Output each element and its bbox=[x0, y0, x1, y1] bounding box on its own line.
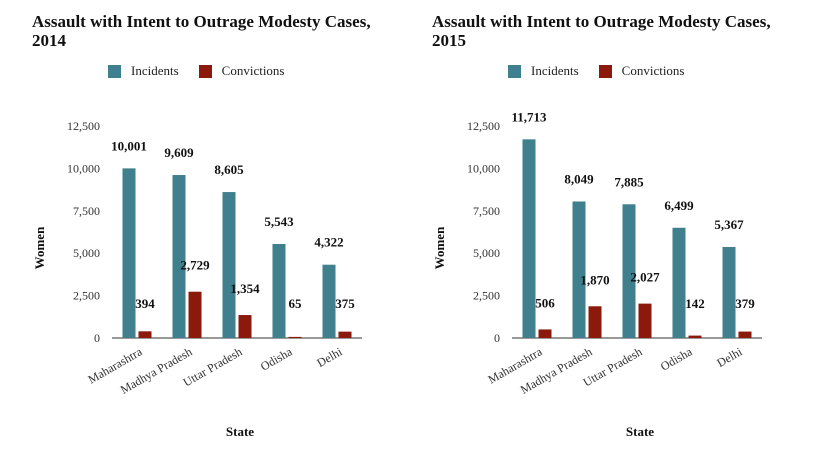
y-tick-label: 0 bbox=[94, 331, 100, 345]
bar-incidents bbox=[222, 192, 236, 338]
x-axis-title: State bbox=[626, 424, 654, 439]
data-label-incidents: 8,049 bbox=[564, 171, 594, 186]
bar-convictions bbox=[238, 315, 252, 338]
y-tick-label: 7,500 bbox=[73, 204, 100, 218]
bar-convictions bbox=[538, 329, 552, 338]
data-label-incidents: 8,605 bbox=[214, 162, 244, 177]
x-tick-label: Odisha bbox=[658, 344, 695, 373]
data-label-incidents: 11,713 bbox=[511, 109, 547, 124]
y-tick-label: 2,500 bbox=[73, 289, 100, 303]
y-tick-label: 5,000 bbox=[73, 246, 100, 260]
legend-swatch-incidents bbox=[508, 64, 521, 78]
bar-chart-plot: 02,5005,0007,50010,00012,50011,713506Mah… bbox=[432, 109, 762, 439]
y-tick-label: 7,500 bbox=[473, 204, 500, 218]
bar-incidents bbox=[122, 168, 136, 338]
y-tick-label: 12,500 bbox=[467, 119, 500, 133]
chart-title: Assault with Intent to Outrage Modesty C… bbox=[32, 12, 371, 50]
data-label-incidents: 9,609 bbox=[164, 145, 194, 160]
legend-label-incidents: Incidents bbox=[131, 63, 179, 78]
bar-incidents bbox=[572, 201, 586, 338]
data-label-incidents: 5,543 bbox=[264, 214, 294, 229]
y-axis-title: Women bbox=[32, 226, 47, 269]
legend-item-incidents: Incidents bbox=[108, 63, 179, 79]
data-label-convictions: 65 bbox=[289, 296, 303, 311]
data-label-convictions: 1,870 bbox=[580, 272, 609, 287]
bar-convictions bbox=[338, 331, 352, 338]
chart-2015: Assault with Intent to Outrage Modesty C… bbox=[400, 0, 800, 453]
legend-item-incidents: Incidents bbox=[508, 63, 579, 79]
data-label-convictions: 142 bbox=[685, 296, 705, 311]
data-label-convictions: 506 bbox=[535, 295, 555, 310]
data-label-incidents: 4,322 bbox=[314, 235, 343, 250]
y-tick-label: 12,500 bbox=[67, 119, 100, 133]
y-tick-label: 10,000 bbox=[67, 161, 100, 175]
bar-incidents bbox=[272, 243, 286, 338]
data-label-convictions: 2,729 bbox=[180, 258, 210, 273]
data-label-convictions: 1,354 bbox=[230, 281, 260, 296]
bar-convictions bbox=[738, 331, 752, 338]
legend-swatch-convictions bbox=[598, 64, 612, 78]
data-label-incidents: 6,499 bbox=[664, 198, 694, 213]
legend-swatch-convictions bbox=[198, 64, 212, 78]
bar-convictions bbox=[188, 291, 202, 338]
data-label-convictions: 379 bbox=[735, 296, 755, 311]
y-axis-title: Women bbox=[432, 226, 447, 269]
data-label-incidents: 5,367 bbox=[714, 217, 744, 232]
legend-label-convictions: Convictions bbox=[621, 63, 685, 78]
legend: Incidents Convictions bbox=[508, 62, 705, 80]
bar-incidents bbox=[322, 264, 336, 338]
bar-incidents bbox=[672, 227, 686, 338]
bar-convictions bbox=[138, 331, 152, 338]
bar-convictions bbox=[638, 303, 652, 338]
data-label-incidents: 10,001 bbox=[111, 138, 147, 153]
y-tick-label: 10,000 bbox=[467, 161, 500, 175]
data-label-convictions: 394 bbox=[135, 296, 155, 311]
legend-item-convictions: Convictions bbox=[198, 63, 285, 79]
x-tick-label: Delhi bbox=[714, 344, 745, 370]
legend-swatch-incidents bbox=[108, 64, 121, 78]
y-tick-label: 0 bbox=[494, 331, 500, 345]
bar-convictions bbox=[688, 335, 702, 338]
y-tick-label: 2,500 bbox=[473, 289, 500, 303]
data-label-convictions: 375 bbox=[335, 296, 355, 311]
data-label-incidents: 7,885 bbox=[614, 174, 644, 189]
bar-incidents bbox=[722, 246, 736, 338]
bar-incidents bbox=[622, 204, 636, 338]
y-tick-label: 5,000 bbox=[473, 246, 500, 260]
chart-title: Assault with Intent to Outrage Modesty C… bbox=[432, 12, 771, 50]
bar-incidents bbox=[172, 175, 186, 338]
legend: Incidents Convictions bbox=[108, 62, 305, 80]
legend-label-incidents: Incidents bbox=[531, 63, 579, 78]
data-label-convictions: 2,027 bbox=[630, 270, 660, 285]
bar-incidents bbox=[522, 139, 536, 338]
chart-2014: Assault with Intent to Outrage Modesty C… bbox=[0, 0, 400, 453]
legend-item-convictions: Convictions bbox=[598, 63, 685, 79]
bar-chart-plot: 02,5005,0007,50010,00012,50010,001394Mah… bbox=[32, 119, 362, 439]
bar-convictions bbox=[288, 336, 302, 338]
x-axis-title: State bbox=[226, 424, 254, 439]
bar-convictions bbox=[588, 306, 602, 338]
x-tick-label: Delhi bbox=[314, 344, 345, 370]
x-tick-label: Odisha bbox=[258, 344, 295, 373]
legend-label-convictions: Convictions bbox=[221, 63, 285, 78]
